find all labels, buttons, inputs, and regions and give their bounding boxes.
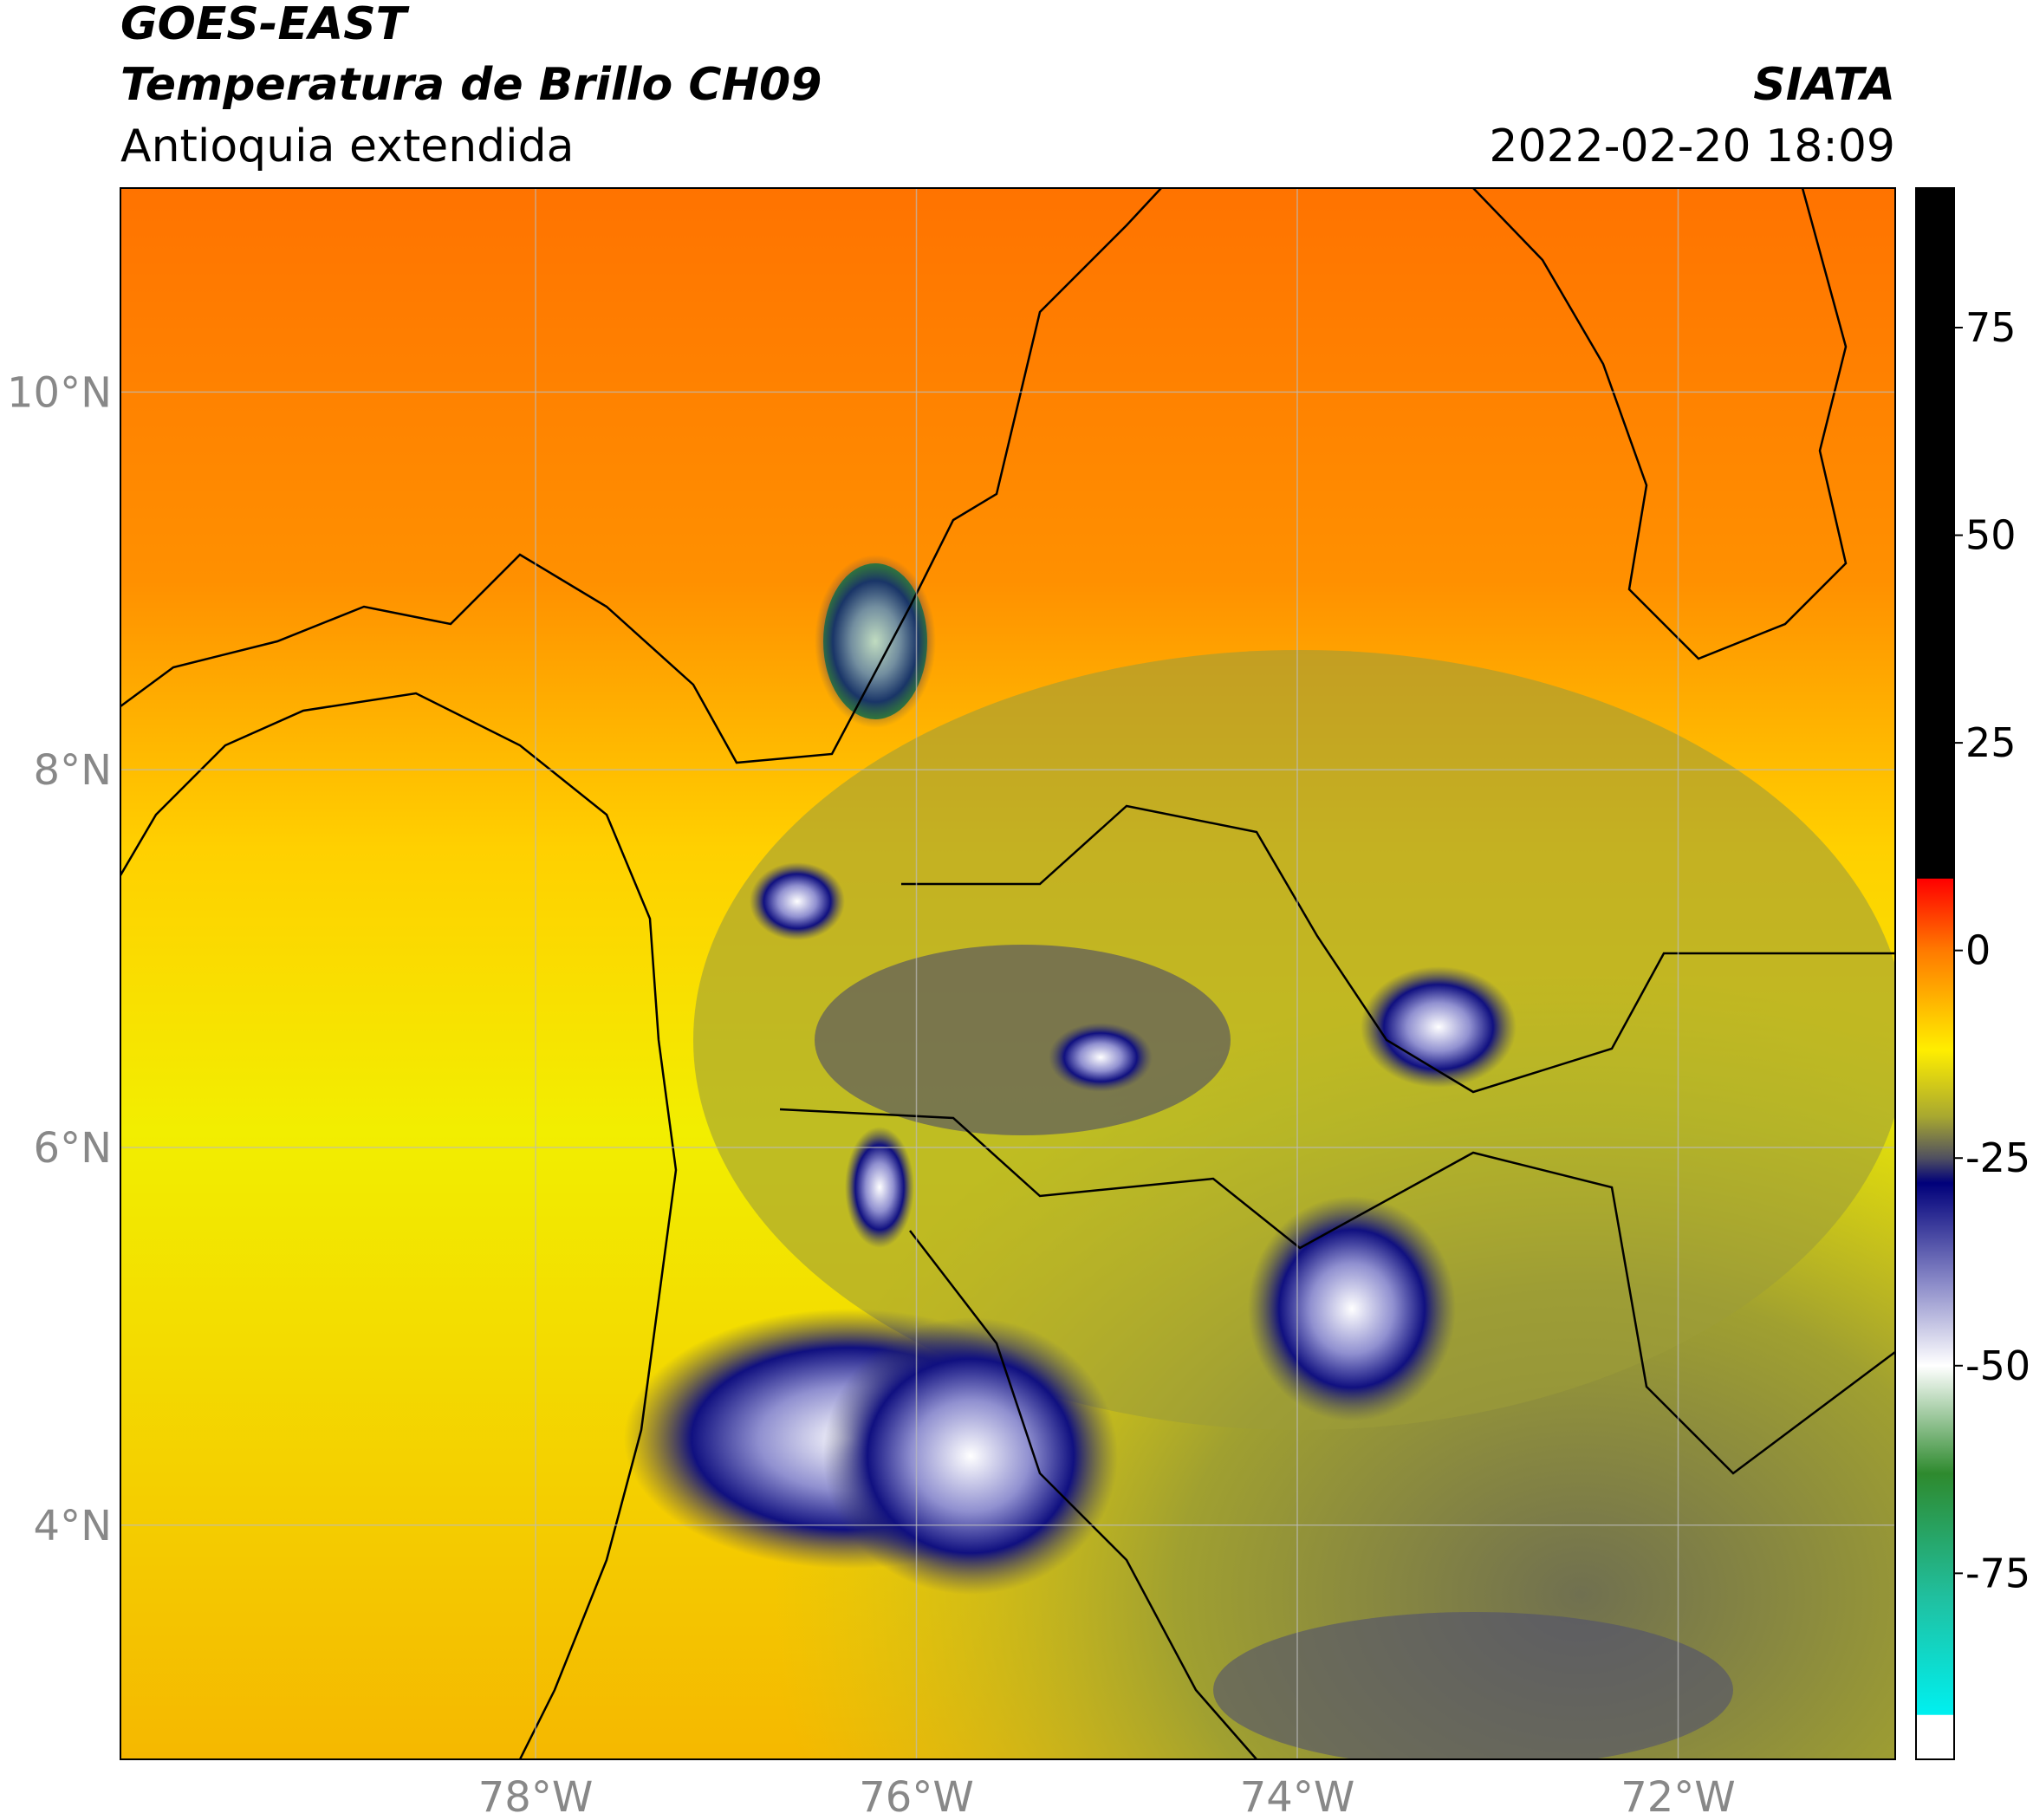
colorbar-label: 0 <box>1965 927 1991 974</box>
title: Temperatura de Brillo CH09 <box>120 59 822 111</box>
source: SIATA <box>1753 59 1895 111</box>
lat-label: 10°N <box>7 368 112 417</box>
lon-label: 78°W <box>478 1773 594 1820</box>
map-frame <box>120 187 1896 1760</box>
colorbar-label: -25 <box>1965 1134 2030 1181</box>
colorbar-label: -75 <box>1965 1550 2030 1596</box>
colorbar <box>1915 187 1955 1760</box>
lon-label: 76°W <box>859 1773 974 1820</box>
region: Antioquia extendida <box>120 120 575 172</box>
colorbar-label: 50 <box>1965 512 2017 559</box>
product: GOES-EAST <box>120 0 410 50</box>
colorbar-label: 25 <box>1965 719 2017 766</box>
datetime: 2022-02-20 18:09 <box>1489 120 1895 172</box>
lon-label: 72°W <box>1621 1773 1736 1820</box>
lat-label: 6°N <box>34 1124 112 1173</box>
colorbar-label: -50 <box>1965 1342 2030 1389</box>
colorbar-label: 75 <box>1965 304 2017 351</box>
map-imagery <box>120 188 1895 1759</box>
lat-label: 8°N <box>34 746 112 795</box>
lat-label: 4°N <box>34 1502 112 1550</box>
lon-label: 74°W <box>1240 1773 1355 1820</box>
